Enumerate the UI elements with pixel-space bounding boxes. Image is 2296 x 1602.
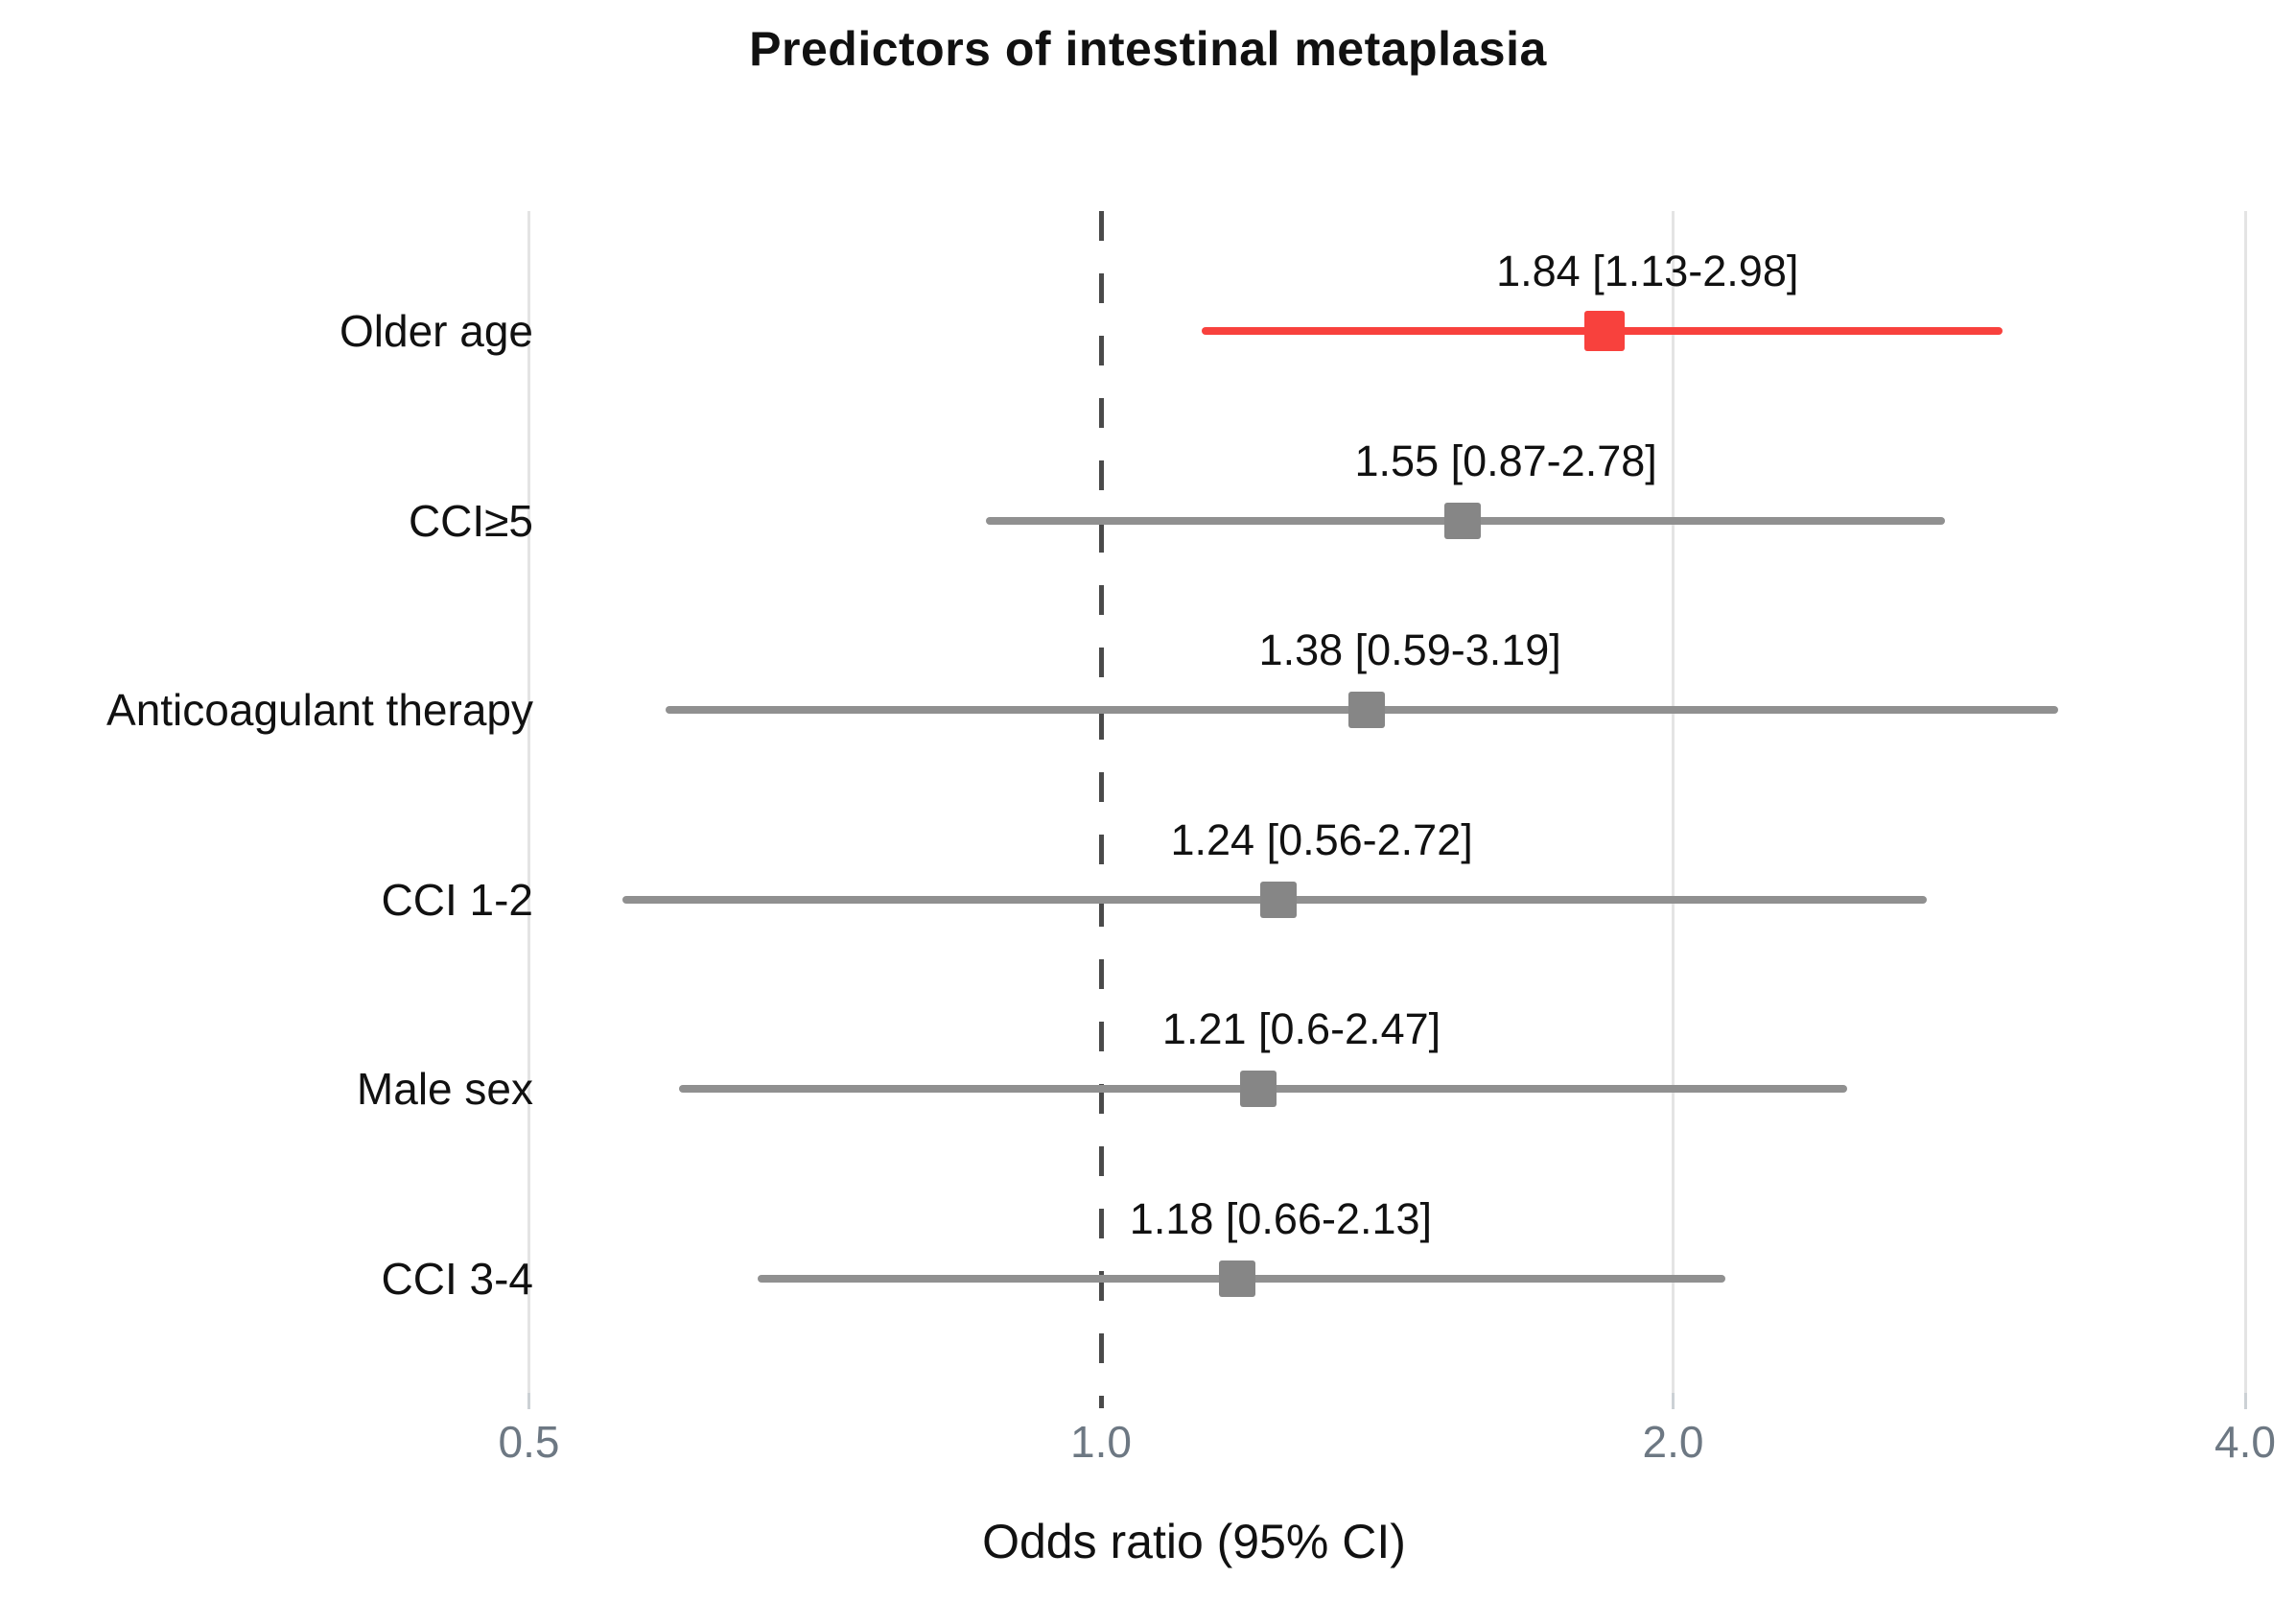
odds-ratio-marker	[1444, 502, 1482, 539]
row-category-label: CCI 1-2	[381, 874, 533, 925]
odds-ratio-marker	[1240, 1071, 1277, 1108]
row-value-annotation: 1.18 [0.66-2.13]	[1129, 1194, 1433, 1243]
row-category-label: CCI 3-4	[381, 1254, 533, 1304]
odds-ratio-marker	[1219, 1260, 1256, 1297]
reference-line-or-1	[1098, 211, 1104, 1408]
row-value-annotation: 1.38 [0.59-3.19]	[1258, 625, 1561, 675]
odds-ratio-marker	[1348, 692, 1386, 729]
row-category-label: CCI≥5	[408, 495, 533, 546]
axis-tick	[527, 1393, 530, 1409]
row-value-annotation: 1.55 [0.87-2.78]	[1354, 436, 1657, 485]
odds-ratio-marker	[1583, 311, 1625, 351]
x-tick-label: 4.0	[2214, 1417, 2276, 1467]
row-category-label: Older age	[339, 306, 533, 356]
row-value-annotation: 1.84 [1.13-2.98]	[1496, 247, 1799, 295]
gridline	[527, 211, 530, 1393]
row-value-annotation: 1.24 [0.56-2.72]	[1170, 814, 1473, 864]
gridline	[1672, 211, 1675, 1393]
row-category-label: Male sex	[356, 1064, 533, 1115]
row-category-label: Anticoagulant therapy	[106, 685, 533, 736]
gridline	[2243, 211, 2247, 1393]
axis-tick	[2243, 1393, 2247, 1409]
axis-tick	[1672, 1393, 1675, 1409]
row-value-annotation: 1.21 [0.6-2.47]	[1161, 1004, 1441, 1054]
chart-title: Predictors of intestinal metaplasia	[749, 22, 1547, 76]
x-tick-label: 2.0	[1642, 1417, 1704, 1467]
odds-ratio-marker	[1260, 881, 1298, 918]
x-tick-label: 0.5	[498, 1417, 560, 1467]
x-axis-title: Odds ratio (95% CI)	[982, 1515, 1406, 1568]
x-tick-label: 1.0	[1070, 1417, 1132, 1467]
